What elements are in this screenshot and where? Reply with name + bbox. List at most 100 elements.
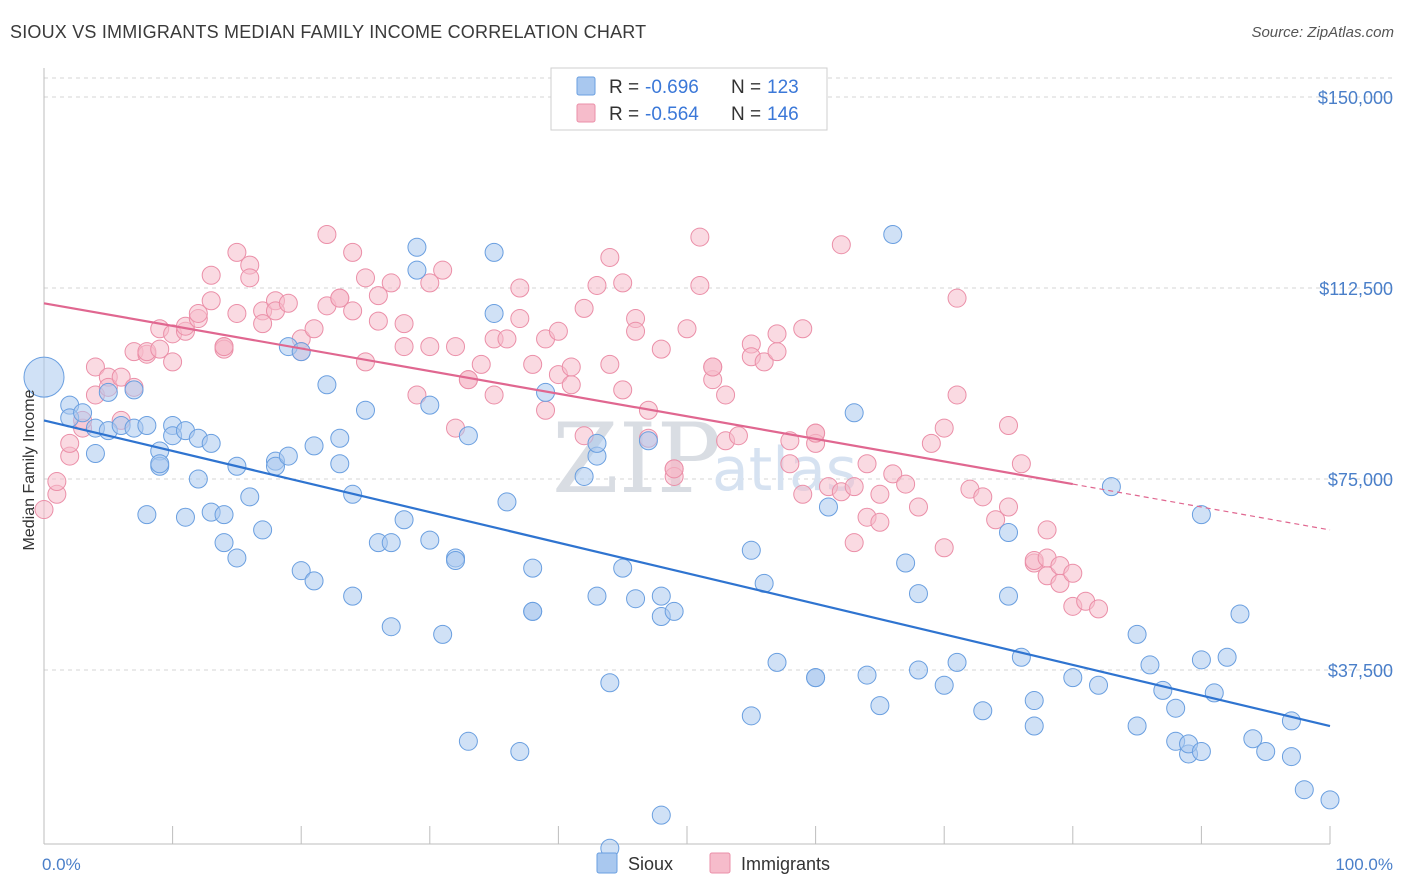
axes [43,68,1331,845]
sioux-point [343,586,363,606]
immigrants-point [999,416,1018,436]
immigrants-point [150,339,170,359]
immigrants-point [1037,520,1057,540]
sioux-point [433,624,453,644]
immigrants-point [1063,563,1083,583]
legend-r-label-sioux: R = [609,77,639,98]
sioux-point [1217,647,1237,667]
sioux-point [651,586,671,606]
sioux-point [857,665,877,685]
immigrants-point [793,319,813,339]
immigrants-point [394,337,414,357]
immigrants-point [278,293,298,313]
legend-n-label-sioux: N = [731,77,761,98]
sioux-point [1024,691,1044,711]
sioux-point [201,433,221,453]
sioux-point [1191,650,1211,670]
immigrants-point [780,454,800,474]
sioux-point [934,675,954,695]
bottom-legend-swatch-sioux [596,852,618,874]
sioux-point [394,510,414,530]
bottom-legend-label-immigrants: Immigrants [741,854,830,874]
immigrants-point [870,512,890,532]
immigrants-point [947,288,967,308]
immigrants-point [304,319,324,339]
sioux-point [767,652,787,672]
sioux-point [1256,741,1276,761]
sioux-point [330,428,350,448]
immigrants-point [497,329,517,349]
immigrants-point [163,352,183,372]
sioux-point [227,548,247,568]
sioux-point [1281,747,1301,767]
immigrants-point [47,472,67,492]
sioux-point [317,375,337,395]
sioux-point [1127,624,1147,644]
sioux-point [806,668,826,688]
immigrants-point [844,477,864,497]
immigrants-point [60,433,80,453]
immigrants-point [613,380,633,400]
sioux-point [23,356,65,398]
immigrants-point [574,298,594,318]
sioux-point [908,660,928,680]
immigrants-point [188,303,208,323]
immigrants-point [317,225,337,245]
immigrants-point [343,242,363,262]
immigrants-point [600,247,620,267]
sioux-point [175,507,195,527]
immigrants-point [934,418,954,438]
sioux-point [253,520,273,540]
sioux-point [304,436,324,456]
sioux-point [278,446,298,466]
immigrants-point [420,273,440,293]
trendlines [43,302,1331,728]
sioux-point [188,469,208,489]
sioux-point [291,342,311,362]
immigrants-point [227,242,247,262]
sioux-point [85,444,105,464]
immigrants-point [690,275,710,295]
sioux-point [381,617,401,637]
sioux-point [651,805,671,825]
sioux-point [1320,790,1340,810]
sioux-point [600,673,620,693]
immigrants-point [651,339,671,359]
immigrants-point [368,311,388,331]
immigrants-point [420,337,440,357]
sioux-point [73,403,93,423]
sioux-point [844,403,864,423]
sioux-point [818,497,838,517]
sioux-point [137,416,157,436]
sioux-point [214,505,234,525]
sioux-point [420,395,440,415]
sioux-point [381,533,401,553]
sioux-point [1089,675,1109,695]
legend-r-value-immigrants: -0.564 [645,104,699,125]
immigrants-point [793,484,813,504]
immigrants-point [368,286,388,306]
immigrants-point [664,459,684,479]
immigrants-point [523,354,543,374]
sioux-point [1294,780,1314,800]
y-tick-label: $112,500 [1319,279,1393,299]
immigrants-point [703,357,723,377]
immigrants-point [690,227,710,247]
legend-n-value-sioux: 123 [767,77,799,98]
sioux-point [1101,477,1121,497]
sioux-point [1127,716,1147,736]
sioux-point [484,303,504,323]
sioux-point [947,652,967,672]
sioux-point [484,242,504,262]
y-tick-label: $150,000 [1318,88,1393,108]
immigrants-point [870,484,890,504]
sioux-point [1063,668,1083,688]
sioux-point [497,492,517,512]
sioux-point [304,571,324,591]
immigrants-point [510,278,530,298]
immigrants-point [754,352,774,372]
immigrants-point [548,321,568,341]
bottom-legend: Sioux Immigrants [596,852,830,874]
immigrants-point [626,321,646,341]
legend-n-label-immigrants: N = [731,104,761,125]
